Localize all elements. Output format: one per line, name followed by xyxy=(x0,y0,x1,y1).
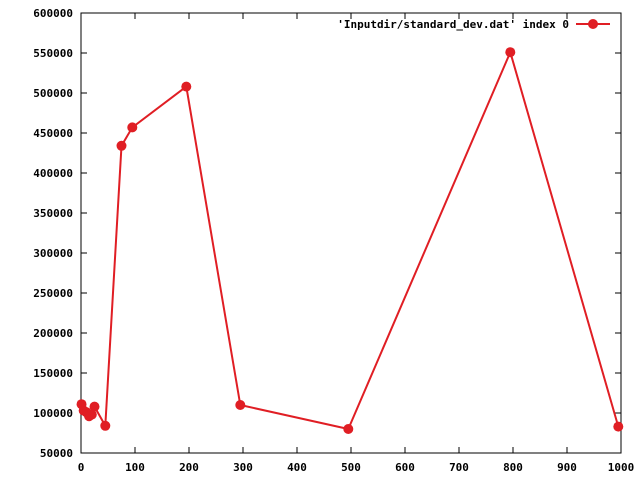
y-tick-label: 200000 xyxy=(33,327,73,340)
x-tick-label: 200 xyxy=(179,461,199,474)
x-tick-label: 800 xyxy=(503,461,523,474)
plot-frame xyxy=(80,12,622,454)
data-point xyxy=(100,420,111,431)
x-tick-label: 0 xyxy=(78,461,85,474)
y-tick-label: 350000 xyxy=(33,207,73,220)
x-tick-label: 700 xyxy=(449,461,469,474)
legend-marker-sample xyxy=(588,19,598,29)
x-axis: 0 100 200 300 400 500 600 700 800 900 1000 xyxy=(78,13,635,474)
data-point xyxy=(235,400,246,410)
y-axis: 50000 100000 150000 200000 250000 300000 35000… xyxy=(33,7,621,460)
y-tick-label: 550000 xyxy=(33,47,73,60)
y-tick-label: 600000 xyxy=(33,7,73,20)
legend: 'Inputdir/standard_dev.dat' index 0 xyxy=(337,18,610,31)
data-point xyxy=(613,421,624,432)
x-tick-label: 100 xyxy=(125,461,145,474)
series-group xyxy=(76,47,624,434)
data-point xyxy=(181,81,192,92)
x-tick-label: 500 xyxy=(341,461,361,474)
data-point xyxy=(505,47,516,58)
y-tick-label: 300000 xyxy=(33,247,73,260)
data-point xyxy=(89,401,100,412)
data-point xyxy=(86,409,97,420)
y-tick-label: 400000 xyxy=(33,167,73,180)
data-point xyxy=(116,140,127,151)
series-line xyxy=(80,51,620,430)
legend-label: 'Inputdir/standard_dev.dat' index 0 xyxy=(337,18,569,31)
y-tick-label: 150000 xyxy=(33,367,73,380)
y-tick-label: 50000 xyxy=(40,447,73,460)
data-point xyxy=(127,122,138,133)
y-tick-label: 100000 xyxy=(33,407,73,420)
x-tick-label: 400 xyxy=(287,461,307,474)
x-tick-label: 600 xyxy=(395,461,415,474)
y-tick-label: 450000 xyxy=(33,127,73,140)
y-tick-label: 500000 xyxy=(33,87,73,100)
x-tick-label: 1000 xyxy=(608,461,635,474)
data-point xyxy=(343,424,354,434)
y-tick-label: 250000 xyxy=(33,287,73,300)
x-tick-label: 300 xyxy=(233,461,253,474)
x-tick-label: 900 xyxy=(557,461,577,474)
